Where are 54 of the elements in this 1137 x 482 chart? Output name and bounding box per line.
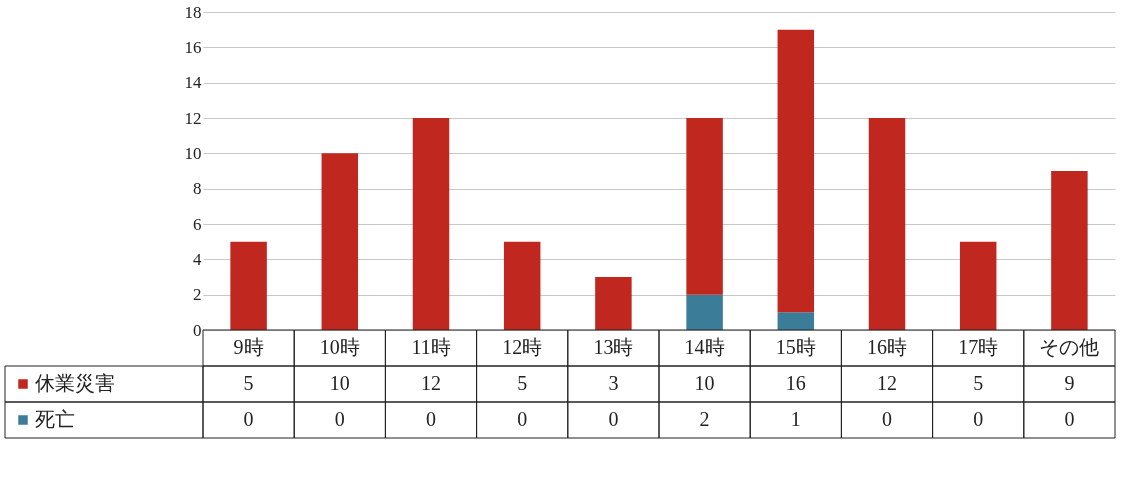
y-tick-label: 12	[184, 108, 202, 128]
x-tick-label: 14時	[684, 336, 725, 358]
bar	[777, 29, 815, 313]
y-tick-label: 18	[184, 2, 202, 22]
x-tick-label: 10時	[319, 336, 360, 358]
data-label: 0	[426, 408, 436, 430]
data-label: 9	[1064, 372, 1075, 394]
x-tick-label: 12時	[502, 336, 543, 358]
bar	[959, 241, 997, 330]
y-tick-label: 8	[193, 179, 202, 199]
data-label: 0	[243, 408, 254, 430]
bar	[595, 277, 632, 330]
data-label: 1	[790, 408, 801, 430]
data-label: 3	[608, 372, 619, 394]
data-label: 0	[608, 408, 619, 430]
legend-label: 死亡	[35, 408, 75, 430]
x-tick-label: その他	[1039, 336, 1100, 358]
data-label: 16	[785, 372, 806, 394]
data-label: 5	[973, 372, 984, 394]
data-label: 5	[517, 372, 528, 394]
legend-label: 休業災害	[35, 372, 115, 394]
y-tick-label: 0	[193, 320, 202, 340]
bar	[1051, 171, 1088, 330]
data-label: 0	[882, 408, 892, 430]
bar	[412, 118, 450, 330]
data-label: 12	[877, 372, 897, 394]
bar	[868, 118, 906, 330]
y-tick-label: 14	[184, 73, 202, 93]
y-tick-label: 16	[184, 37, 202, 57]
data-label: 0	[334, 408, 345, 430]
data-label: 12	[421, 372, 441, 394]
x-tick-label: 11時	[411, 336, 451, 358]
data-label: 0	[973, 408, 984, 430]
data-label: 0	[1064, 408, 1075, 430]
data-label: 10	[329, 372, 350, 394]
bar	[777, 312, 815, 330]
data-label: 0	[517, 408, 528, 430]
data-label: 5	[243, 372, 254, 394]
x-tick-label: 15時	[775, 336, 816, 358]
x-tick-label: 9時	[233, 336, 264, 358]
bar	[321, 153, 359, 330]
y-tick-label: 2	[193, 285, 202, 305]
x-tick-label: 13時	[593, 336, 634, 358]
bar	[686, 118, 723, 295]
y-tick-label: 4	[193, 249, 202, 269]
y-tick-label: 10	[184, 143, 202, 163]
y-tick-label: 6	[193, 214, 202, 234]
x-tick-label: 16時	[867, 336, 907, 358]
x-tick-label: 17時	[958, 336, 999, 358]
data-label: 10	[694, 372, 715, 394]
bar	[503, 241, 541, 330]
data-label: 2	[699, 408, 710, 430]
bar	[230, 241, 267, 330]
bar	[686, 294, 723, 330]
